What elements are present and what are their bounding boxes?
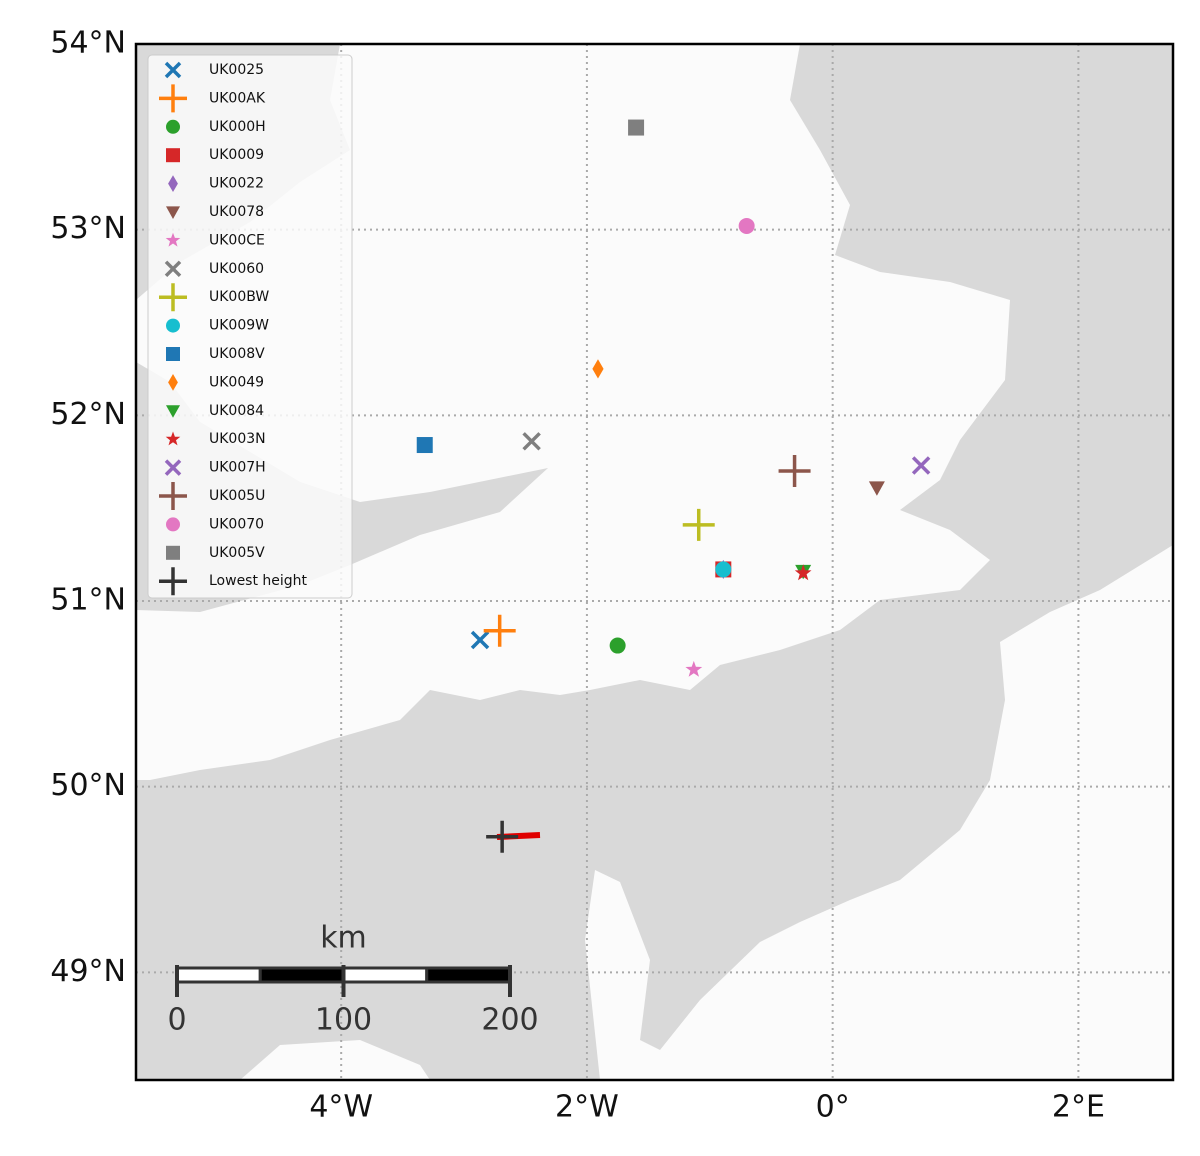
land-britain <box>136 44 1010 780</box>
legend-label: UK0025 <box>209 62 264 78</box>
scale-tick-label: 100 <box>315 1003 372 1038</box>
legend-label: UK0084 <box>209 403 264 419</box>
marker-circle <box>715 561 732 578</box>
marker-star <box>165 232 181 247</box>
legend-label: UK0070 <box>209 516 264 532</box>
marker-plus <box>159 283 187 312</box>
scale-tick-label: 0 <box>167 1003 186 1038</box>
scale-bar: 0 100 200 km <box>167 921 538 1038</box>
y-tick-label: 49°N <box>50 954 126 989</box>
legend-label: UK008V <box>209 346 265 362</box>
y-tick-label: 52°N <box>50 397 126 432</box>
legend-label: UK00CE <box>209 232 265 248</box>
legend-label: UK0078 <box>209 204 264 220</box>
legend-label: UK009W <box>209 318 269 334</box>
marker-diamond <box>168 175 178 192</box>
y-tick-label: 53°N <box>50 211 126 246</box>
legend-label: UK0060 <box>209 261 264 277</box>
marker-x <box>470 630 490 650</box>
basemap <box>136 44 1173 1080</box>
legend-label: UK0009 <box>209 147 264 163</box>
x-tick-label: 2°E <box>1052 1090 1105 1125</box>
marker-circle <box>738 217 755 234</box>
marker-star <box>685 660 703 677</box>
marker-plus <box>159 567 187 596</box>
legend-label: UK003N <box>209 431 266 447</box>
legend: UK0025 UK00AK UK000H UK0009 UK0022 UK0078 UK00… <box>159 61 308 596</box>
marker-x <box>911 456 931 475</box>
legend-label: UK0049 <box>209 374 264 390</box>
marker-x <box>522 432 541 451</box>
marker-plus <box>483 614 516 647</box>
x-tick-label: 0° <box>816 1090 850 1125</box>
marker-square <box>416 437 433 454</box>
land-channel <box>240 1040 430 1080</box>
marker-diamond <box>592 359 604 379</box>
legend-label: UK005U <box>209 488 265 504</box>
marker-circle <box>166 119 180 134</box>
marker-square <box>166 148 180 163</box>
marker-triangle <box>166 405 180 418</box>
legend-label: UK00BW <box>209 289 269 305</box>
marker-x <box>164 459 182 476</box>
marker-circle <box>166 517 180 532</box>
legend-label: UK0022 <box>209 176 264 192</box>
legend-label: UK000H <box>209 119 266 135</box>
y-tick-label: 50°N <box>50 768 126 803</box>
legend-label: UK00AK <box>209 90 266 106</box>
x-tick-label: 4°W <box>309 1090 373 1125</box>
marker-x <box>164 260 182 278</box>
scale-label: km <box>320 921 367 956</box>
scale-segment <box>342 966 429 984</box>
legend-label: UK005V <box>209 545 265 561</box>
axes: 4°W 2°W 0° 2°E 49°N 50°N 51°N 52°N 53°N 54°N <box>50 26 1105 1125</box>
y-tick-label: 54°N <box>50 26 126 61</box>
legend-box <box>147 54 353 599</box>
x-tick-label: 2°W <box>555 1090 619 1125</box>
marker-plus <box>778 455 811 488</box>
land-france <box>585 545 1173 1080</box>
marker-diamond <box>168 374 178 391</box>
marker-plus <box>486 820 519 853</box>
legend-label: UK007H <box>209 460 266 476</box>
legend-label: Lowest height <box>209 573 308 589</box>
marker-plus <box>682 508 715 541</box>
marker-triangle <box>868 481 885 496</box>
marker-plus <box>159 84 187 113</box>
marker-x <box>164 61 182 79</box>
marker-star <box>794 564 812 581</box>
scale-segment <box>258 966 345 984</box>
scale-tick-label: 200 <box>481 1003 538 1038</box>
marker-star <box>165 431 181 446</box>
marker-triangle <box>166 206 180 219</box>
scale-segment <box>425 966 512 984</box>
stations <box>416 119 931 853</box>
scale-segment <box>175 966 262 984</box>
y-tick-label: 51°N <box>50 582 126 617</box>
marker-square <box>166 347 180 361</box>
marker-square <box>166 545 180 560</box>
marker-circle <box>166 318 180 333</box>
marker-plus <box>159 482 187 510</box>
marker-square <box>628 119 645 136</box>
frame <box>134 42 1175 1082</box>
marker-circle <box>609 637 626 654</box>
